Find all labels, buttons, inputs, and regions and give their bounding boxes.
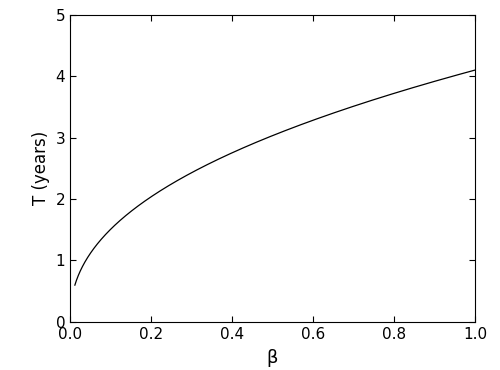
- Y-axis label: T (years): T (years): [32, 131, 50, 205]
- X-axis label: β: β: [267, 349, 278, 367]
